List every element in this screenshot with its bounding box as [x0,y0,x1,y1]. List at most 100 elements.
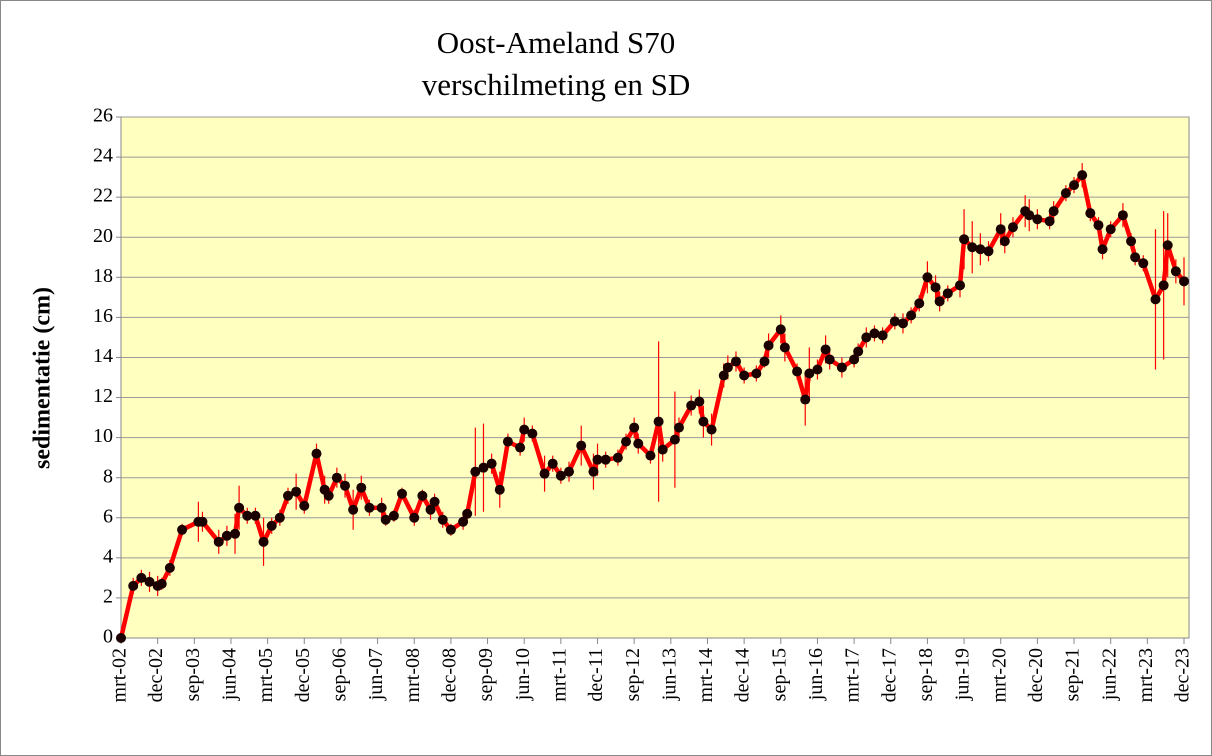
data-point [364,502,375,513]
data-point [429,496,440,507]
data-point [1150,294,1161,305]
x-tick-label: sep-12 [622,648,644,701]
x-tick-label: jun-13 [658,648,680,701]
x-tick-label: dec-23 [1172,648,1194,702]
x-tick-label: jun-16 [805,648,827,701]
data-point [242,510,253,521]
data-point [800,394,811,405]
data-point [730,356,741,367]
x-tick-label: dec-14 [732,648,754,702]
y-tick-label: 6 [103,505,113,527]
data-point [930,282,941,293]
data-point [673,422,684,433]
data-point [1097,244,1108,255]
data-point [1024,210,1035,221]
x-tick-label: dec-05 [292,648,314,702]
data-point [250,510,261,521]
data-point [397,488,408,499]
data-point [1117,210,1128,221]
data-point [515,442,526,453]
data-point [1048,206,1059,217]
data-point [804,368,815,379]
data-point [156,578,167,589]
data-point [380,514,391,525]
data-point [299,500,310,511]
data-point [995,224,1006,235]
data-point [934,296,945,307]
y-tick-label: 24 [93,145,113,167]
y-tick-label: 0 [103,626,113,648]
data-point [128,580,139,591]
x-tick-label: mrt-23 [1135,648,1157,702]
data-point [331,472,342,483]
x-tick-label: dec-08 [438,648,460,702]
x-tick-label: jun-22 [1098,648,1120,701]
data-point [1093,220,1104,231]
data-point [258,536,269,547]
data-point [230,528,241,539]
data-point [1179,276,1189,287]
x-tick-label: sep-18 [915,648,937,701]
data-point [914,298,925,309]
x-tick-label: dec-02 [145,648,167,702]
data-point [600,454,611,465]
data-point [698,416,709,427]
data-point [739,370,750,381]
data-point [967,242,978,253]
data-point [1032,214,1043,225]
data-point [555,470,566,481]
data-point [576,440,587,451]
data-point [144,576,155,587]
data-point [657,444,668,455]
data-point [942,288,953,299]
y-axis-label: sedimentatie (cm) [30,287,56,469]
x-tick-label: sep-06 [329,648,351,701]
data-point [564,466,575,477]
data-point [177,524,188,535]
data-point [959,234,970,245]
y-tick-label: 20 [93,225,113,247]
data-point [686,400,697,411]
data-point [486,458,497,469]
data-point [999,236,1010,247]
data-point [494,484,505,495]
data-point [751,368,762,379]
x-tick-label: sep-15 [768,648,790,701]
data-point [669,434,680,445]
x-tick-label: mrt-20 [988,648,1010,702]
plot-area [120,116,1190,639]
data-point [539,468,550,479]
x-tick-label: sep-21 [1062,648,1084,701]
data-point [388,510,399,521]
data-point [759,356,770,367]
data-point [445,524,456,535]
y-tick-label: 10 [93,425,113,447]
x-tick-label: dec-20 [1025,648,1047,702]
data-point [1130,252,1141,263]
x-tick-label: mrt-14 [695,648,717,702]
data-point [1077,170,1088,181]
data-point [417,490,428,501]
y-tick-label: 2 [103,586,113,608]
data-point [592,454,603,465]
data-point [266,520,277,531]
y-tick-label: 26 [93,105,113,127]
x-tick-label: jun-07 [365,648,387,701]
data-point [1007,222,1018,233]
data-point [458,516,469,527]
data-point [775,324,786,335]
data-point [779,342,790,353]
data-point [527,428,538,439]
x-tick-label: jun-10 [512,648,534,701]
data-point [376,502,387,513]
data-point [612,452,623,463]
data-point [323,490,334,501]
data-point [1105,224,1116,235]
data-point [221,530,232,541]
data-point [954,280,965,291]
data-point [718,370,729,381]
data-point [849,354,860,365]
data-point [437,514,448,525]
data-point [983,246,994,257]
